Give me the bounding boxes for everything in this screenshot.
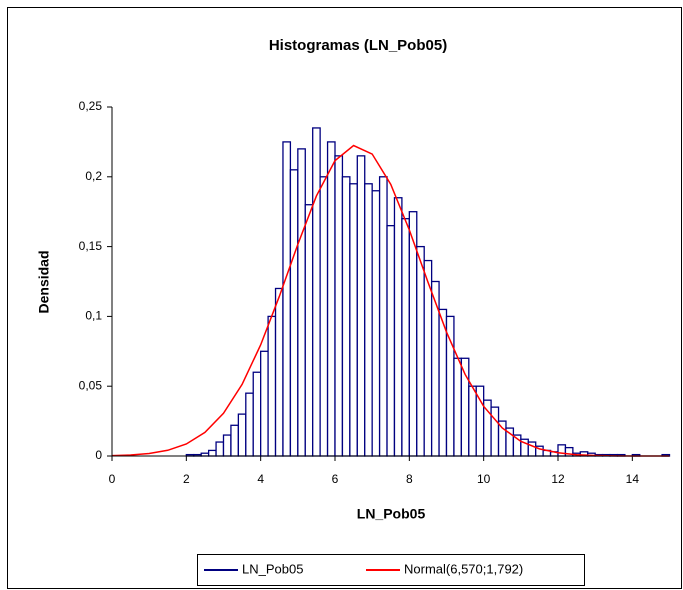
- legend-label: Normal(6,570;1,792): [404, 561, 523, 576]
- y-tick-label: 0: [95, 448, 102, 462]
- bar: [334, 155, 344, 457]
- x-tick-label: 8: [406, 472, 413, 486]
- bar: [445, 315, 455, 457]
- bar: [497, 420, 507, 457]
- bar: [557, 444, 567, 457]
- bar: [371, 190, 381, 457]
- normal-curve: [111, 144, 670, 457]
- bar: [364, 183, 373, 457]
- bar: [356, 155, 366, 457]
- bar: [312, 127, 321, 457]
- x-axis-label: LN_Pob05: [357, 506, 426, 522]
- bar: [304, 204, 314, 457]
- bar: [245, 392, 254, 457]
- bar: [468, 385, 477, 457]
- bar: [349, 183, 358, 457]
- bar: [438, 308, 448, 457]
- bar: [282, 141, 292, 457]
- bar: [274, 287, 284, 457]
- bar: [319, 176, 329, 457]
- bar: [215, 441, 225, 457]
- y-tick-label: 0,1: [85, 309, 102, 323]
- x-tick-label: 12: [551, 472, 565, 486]
- bar: [453, 357, 463, 457]
- bar: [378, 176, 388, 457]
- x-tick-label: 10: [477, 472, 491, 486]
- bar: [267, 315, 277, 457]
- bar: [490, 406, 500, 457]
- x-tick-label: 2: [183, 472, 190, 486]
- bar: [297, 148, 306, 457]
- bar: [230, 424, 240, 457]
- bar: [260, 350, 269, 457]
- y-tick-label: 0,2: [85, 169, 102, 183]
- bar: [386, 225, 396, 457]
- x-tick-label: 14: [626, 472, 640, 486]
- bar: [237, 413, 247, 457]
- bar: [416, 245, 425, 457]
- bar: [401, 218, 410, 457]
- chart-title: Histogramas (LN_Pob05): [269, 37, 447, 54]
- y-axis-label: Densidad: [36, 250, 52, 313]
- bar: [341, 176, 351, 457]
- bar: [252, 371, 262, 457]
- y-tick-label: 0,25: [79, 99, 103, 113]
- bar: [289, 169, 299, 457]
- bar: [207, 449, 217, 457]
- x-tick-label: 6: [332, 472, 339, 486]
- bar: [222, 434, 232, 457]
- bar: [393, 197, 403, 457]
- bar: [326, 141, 336, 457]
- y-tick-label: 0,05: [79, 378, 103, 392]
- x-tick-label: 4: [257, 472, 264, 486]
- x-tick-label: 0: [109, 472, 116, 486]
- legend-label: LN_Pob05: [242, 561, 303, 576]
- y-tick-label: 0,15: [79, 239, 103, 253]
